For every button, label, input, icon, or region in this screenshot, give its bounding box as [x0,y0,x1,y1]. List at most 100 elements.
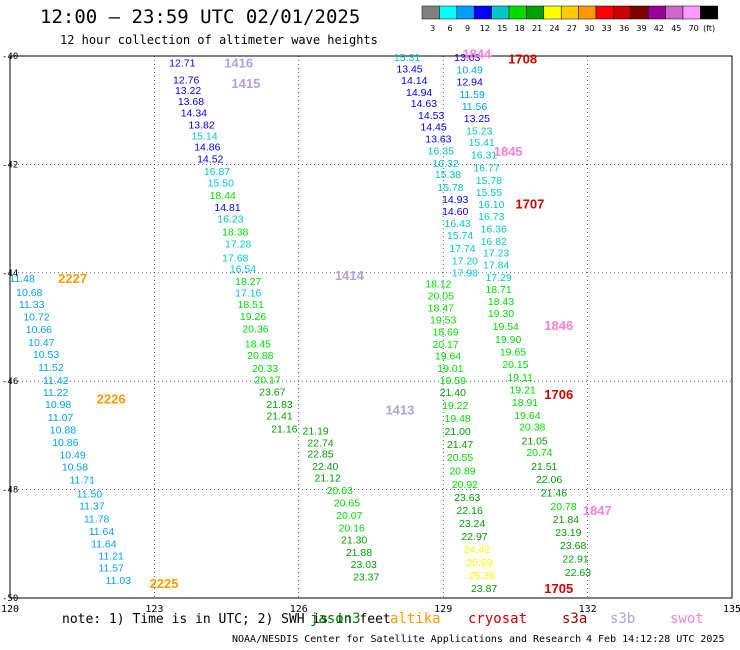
wave-height-label: 18.91 [512,397,538,409]
wave-height-label: 18.43 [488,296,514,308]
wave-height-label: 10.49 [457,65,483,77]
wave-height-label: 17.74 [449,243,475,255]
wave-height-label: 18.38 [222,227,248,239]
wave-height-label: 14.60 [442,206,468,218]
colorbar-label: 30 [584,24,594,33]
wave-height-label: 10.49 [59,449,85,461]
wave-height-label: 18.47 [428,302,454,314]
wave-height-label: 14.86 [194,142,220,154]
wave-height-label: 13.82 [188,119,214,131]
wave-height-label: 10.53 [33,349,59,361]
wave-height-label: 19.11 [507,372,533,384]
wave-height-label: 23.68 [560,540,586,552]
wave-height-label: 22.91 [562,553,588,565]
wave-height-label: 14.93 [442,194,468,206]
colorbar-swatch [647,5,666,20]
wave-height-label: 16.32 [432,158,458,170]
wave-height-label: 21.41 [266,410,292,422]
colorbar-swatch [700,5,719,20]
colorbar-label: 3 [430,24,435,33]
wave-height-label: 25.69 [466,557,492,569]
pass-label: 1416 [224,56,253,71]
wave-height-label: 15.31 [394,52,420,64]
wave-height-label: 11.64 [89,526,115,538]
x-tick-label: 135 [723,604,740,615]
wave-height-label: 23.24 [459,518,485,530]
x-tick-label: 126 [290,604,308,615]
wave-height-label: 20.33 [252,363,278,375]
wave-height-label: 11.07 [48,412,74,424]
wave-height-label: 17.20 [452,255,478,267]
wave-height-label: 10.98 [45,399,71,411]
wave-height-label: 23.87 [471,583,497,595]
colorbar-label: 33 [602,24,612,33]
wave-height-label: 14.63 [411,98,437,110]
wave-height-label: 13.45 [396,63,422,75]
pass-label: 2227 [58,271,87,286]
colorbar-swatch [613,5,632,20]
wave-height-label: 13.03 [454,52,480,64]
wave-height-label: 16.10 [478,199,504,211]
wave-height-label: 17.68 [222,253,248,265]
colorbar-label: 27 [567,24,577,33]
pass-label: 1846 [544,318,573,333]
wave-height-label: 16.23 [217,214,243,226]
wave-height-label: 11.37 [79,500,105,512]
wave-height-label: 22.97 [461,531,487,543]
wave-height-label: 13.22 [175,85,201,97]
pass-label: 1706 [544,387,573,402]
pass-label: 1844 [462,46,492,61]
y-tick-label: -50 [2,594,18,604]
wave-height-label: 15.50 [208,177,234,189]
wave-height-label: 20.17 [254,375,280,387]
colorbar-label: 42 [654,24,664,33]
wave-height-label: 13.68 [178,96,204,108]
wave-height-label: 11.03 [106,575,132,587]
wave-height-label: 22.16 [457,505,483,517]
wave-height-label: 15.38 [435,169,461,181]
wave-height-label: 19.26 [240,311,266,323]
wave-height-label: 16.35 [428,145,454,157]
wave-height-label: 19.22 [442,400,468,412]
wave-height-label: 10.58 [62,461,88,473]
wave-height-label: 10.47 [28,337,54,349]
wave-height-label: 18.27 [235,276,261,288]
x-tick-label: 129 [434,604,452,615]
wave-height-label: 10.66 [26,324,52,336]
wave-height-label: 11.57 [98,563,124,575]
colorbar-label: 39 [636,24,646,33]
colorbar-swatch [665,5,684,20]
wave-height-label: 22.40 [312,461,338,473]
wave-height-label: 19.53 [430,314,456,326]
y-tick-label: -48 [2,486,18,496]
pass-label: 1845 [494,144,523,159]
wave-height-label: 13.63 [425,133,451,145]
wave-height-label: 20.16 [339,523,365,535]
wave-height-label: 14.52 [197,153,223,165]
wave-height-label: 11.22 [43,387,69,399]
wave-height-label: 21.30 [341,534,367,546]
legend-entry-s3a: s3a [562,611,588,627]
wave-height-label: 11.52 [38,362,64,374]
colorbar-label: 24 [549,24,559,33]
wave-height-label: 14.81 [214,202,240,214]
wave-height-label: 15.14 [191,131,217,143]
wave-height-label: 21.12 [315,473,341,485]
wave-height-label: 23.63 [454,492,480,504]
x-tick-label: 132 [579,604,597,615]
y-tick-label: -44 [2,269,18,279]
wave-height-label: 21.47 [447,439,473,451]
wave-height-label: 15.41 [469,137,495,149]
wave-height-label: 20.65 [334,498,360,510]
wave-height-label: 21.83 [266,399,292,411]
wave-height-label: 20.63 [327,485,353,497]
wave-height-label: 19.59 [440,375,466,387]
colorbar-swatch [526,5,545,20]
wave-height-label: 21.00 [444,426,470,438]
wave-height-label: 19.30 [488,308,514,320]
wave-height-label: 20.15 [502,359,528,371]
colorbar-swatch [560,5,579,20]
wave-height-label: 20.89 [449,466,475,478]
wave-height-label: 18.44 [210,190,236,202]
wave-height-label: 14.94 [406,87,432,99]
